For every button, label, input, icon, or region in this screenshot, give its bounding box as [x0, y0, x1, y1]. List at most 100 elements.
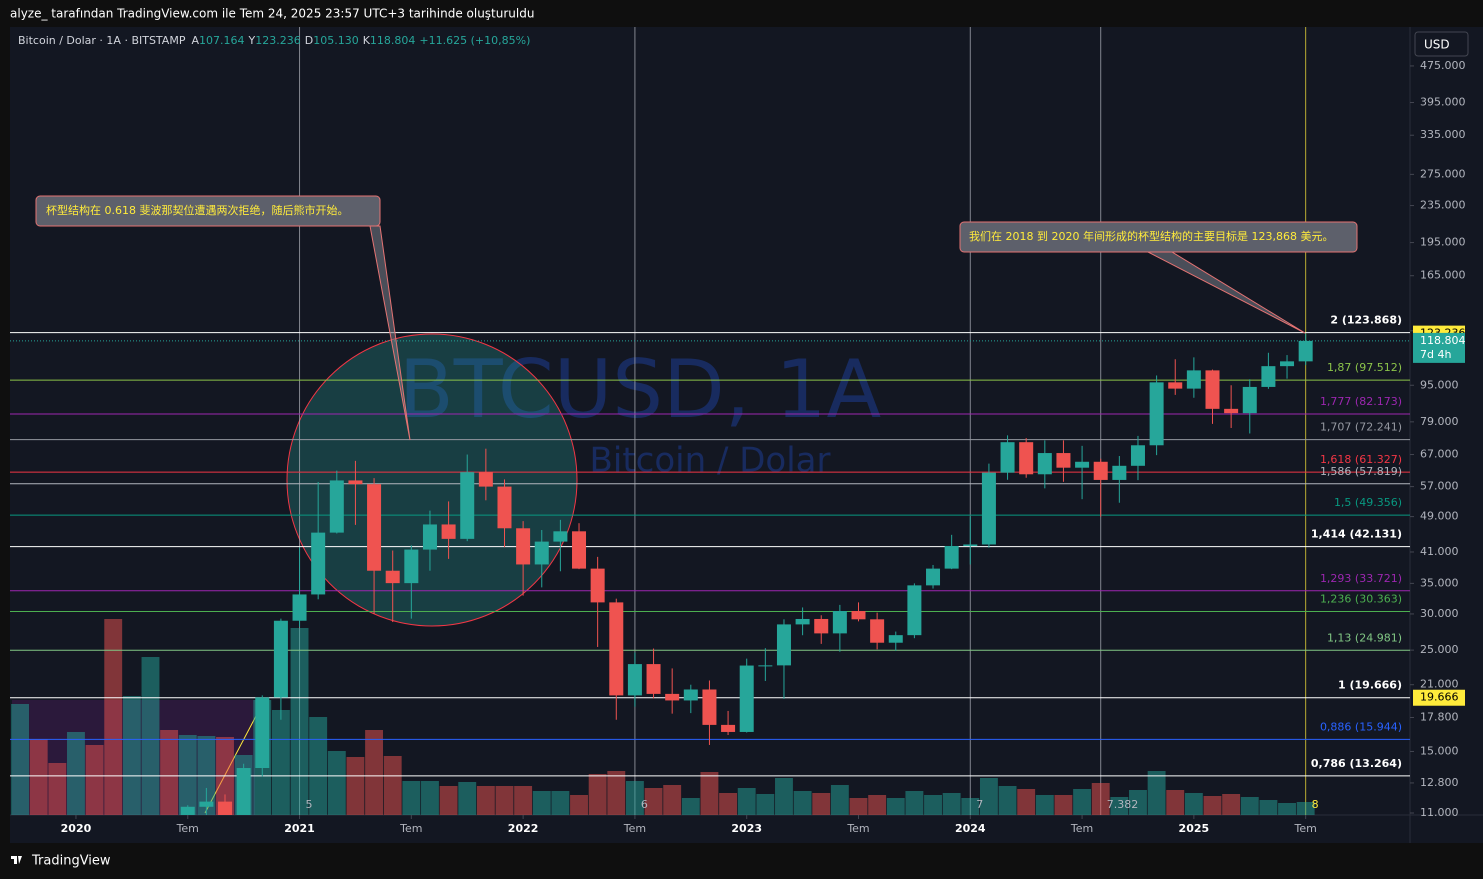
candle-body	[311, 532, 326, 595]
candle-body	[199, 801, 214, 807]
currency-button[interactable]	[1414, 31, 1469, 57]
volume-bar	[309, 717, 328, 815]
legend-text: 107.164	[199, 34, 245, 47]
fib-label: 0,886 (15.944)	[1320, 720, 1402, 733]
candle-body	[646, 664, 661, 694]
candle-body	[1037, 453, 1052, 475]
price-tag-label: 19.666	[1420, 691, 1459, 704]
legend-text: 118.804	[370, 34, 416, 47]
watermark-title: BTCUSD, 1A	[399, 343, 882, 436]
legend-text: A	[191, 34, 199, 47]
header: alyze_ tarafından TradingView.com ile Te…	[10, 7, 534, 21]
candle-body	[1093, 461, 1108, 480]
candle-body	[1224, 408, 1239, 414]
candle-body	[590, 568, 605, 603]
cup-circle	[286, 333, 578, 627]
candle-body	[870, 619, 885, 643]
candle-body	[367, 484, 382, 571]
x-tick-label: 2023	[731, 822, 762, 835]
price-tag	[1413, 332, 1465, 363]
candle-body	[926, 568, 941, 586]
candle-body	[218, 801, 233, 815]
x-tick-label: 2024	[955, 822, 986, 835]
volume-bar	[160, 730, 179, 815]
volume-bar	[663, 785, 682, 815]
volume-bar	[1240, 797, 1259, 815]
y-tick-label: 235.000	[1420, 199, 1466, 212]
candle-body	[721, 724, 736, 732]
volume-bar	[178, 735, 197, 815]
candle-body	[1280, 361, 1295, 367]
candle-body	[702, 689, 717, 725]
volume-bar	[1091, 783, 1110, 815]
marker-label: 6	[641, 798, 648, 811]
y-tick-label: 79.000	[1420, 415, 1459, 428]
y-tick-label: 21.000	[1420, 678, 1459, 691]
candle-body	[478, 472, 493, 487]
y-tick-label: 67.000	[1420, 448, 1459, 461]
price-axis	[1410, 27, 1483, 843]
volume-bar	[141, 657, 160, 815]
fib-label: 1,586 (57.819)	[1320, 465, 1402, 478]
y-tick-label: 12.800	[1420, 776, 1459, 789]
volume-bar	[495, 786, 514, 815]
candle-body	[385, 570, 400, 584]
candle-body	[1205, 370, 1220, 409]
volume-bar	[979, 778, 998, 815]
fib-label: 1,414 (42.131)	[1311, 528, 1402, 541]
y-tick-label: 25.000	[1420, 643, 1459, 656]
candle-body	[981, 472, 996, 545]
candle-body	[963, 544, 978, 547]
candle-body	[665, 693, 680, 701]
volume-bar	[607, 771, 626, 815]
volume-bar	[905, 791, 924, 815]
y-tick-label: 95.000	[1420, 378, 1459, 391]
y-tick-label: 395.000	[1420, 96, 1466, 109]
volume-bar	[719, 793, 738, 815]
x-tick-label: Tem	[1070, 822, 1093, 835]
footer: TradingView	[31, 854, 111, 869]
candle-body	[441, 524, 456, 539]
volume-bar	[625, 781, 644, 815]
candle-body	[292, 594, 307, 621]
y-tick-label: 49.000	[1420, 510, 1459, 523]
legend-text: Bitcoin / Dolar · 1A · BITSTAMP	[18, 34, 186, 47]
fib-label: 1,5 (49.356)	[1334, 496, 1402, 509]
watermark-subtitle: Bitcoin / Dolar	[590, 441, 831, 481]
candle-body	[273, 620, 288, 698]
y-tick-label: 275.000	[1420, 167, 1466, 180]
volume-bar	[1073, 789, 1092, 815]
y-tick-label: 11.000	[1420, 806, 1459, 819]
candle-body	[776, 624, 791, 666]
volume-bar	[775, 778, 793, 815]
legend-text: 123.236	[255, 34, 301, 47]
volume-bar	[1278, 803, 1296, 815]
y-tick-label: 35.000	[1420, 576, 1459, 589]
volume-bar	[1110, 797, 1129, 815]
candle-body	[1186, 370, 1201, 389]
volume-bar	[570, 795, 588, 815]
candle-body	[1000, 442, 1015, 473]
x-tick-label: Tem	[1293, 822, 1316, 835]
candle-body	[851, 610, 866, 620]
callout-box	[35, 195, 381, 227]
y-tick-label: 475.000	[1420, 59, 1466, 72]
candle-body	[814, 618, 829, 634]
legend: Bitcoin / Dolar · 1A · BITSTAMP A 107.164 Y…	[18, 34, 530, 47]
logo-mark	[11, 856, 22, 864]
fib-label: 1,87 (97.512)	[1327, 361, 1402, 374]
candle-body	[907, 585, 922, 636]
y-tick-label: 30.000	[1420, 607, 1459, 620]
candle-body	[1168, 382, 1183, 389]
volume-bar	[122, 696, 141, 815]
currency-label[interactable]: USD	[1424, 38, 1450, 52]
callout-box	[959, 221, 1358, 253]
time-axis	[10, 815, 1410, 843]
x-tick-label: 2022	[508, 822, 539, 835]
candle-body	[1075, 461, 1090, 468]
x-tick-label: 2021	[284, 822, 315, 835]
volume-bar	[439, 786, 458, 815]
candle-body	[404, 549, 419, 584]
volume-bar	[1129, 790, 1147, 815]
